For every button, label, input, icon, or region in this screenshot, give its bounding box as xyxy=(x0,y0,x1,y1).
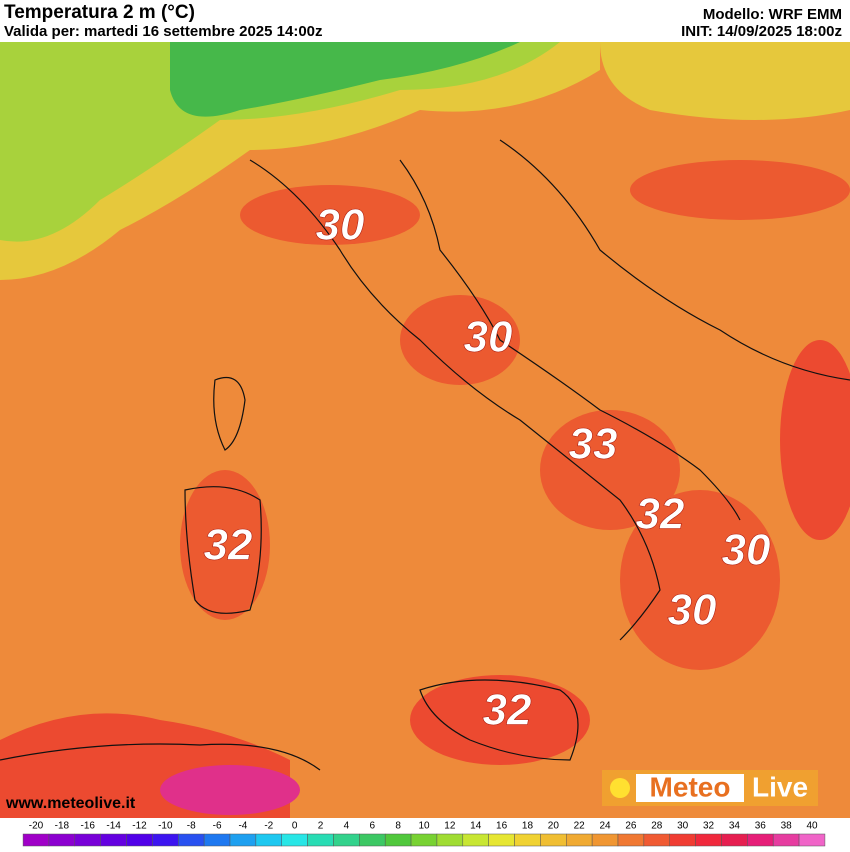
colorbar-cell xyxy=(488,833,515,847)
logo-text: Meteo xyxy=(650,771,731,802)
logo-sun xyxy=(610,778,630,798)
colorbar-tick-label: 22 xyxy=(574,821,586,832)
colorbar-cell xyxy=(384,833,412,847)
colorbar-cell xyxy=(22,833,50,847)
colorbar-tick-label: 38 xyxy=(781,821,793,832)
colorbar-tick-label: -8 xyxy=(187,821,196,832)
colorbar-cell xyxy=(798,833,826,847)
colorbar-tick-label: -2 xyxy=(264,821,273,832)
colorbar-cell xyxy=(74,833,101,847)
colorbar-tick-label: -6 xyxy=(213,821,222,832)
colorbar-cell xyxy=(747,833,774,847)
max-temp-label: 32 xyxy=(483,686,532,735)
colorbar-cell xyxy=(514,833,541,847)
colorbar-tick-label: 18 xyxy=(522,821,534,832)
colorbar-tick-label: 12 xyxy=(444,821,456,832)
colorbar-tick-label: 26 xyxy=(625,821,637,832)
colorbar-cell xyxy=(178,833,205,847)
colorbar-tick-label: -10 xyxy=(158,821,173,832)
model: Modello: WRF EMM xyxy=(703,6,842,23)
colorbar-tick-label: 32 xyxy=(703,821,715,832)
colorbar-cell xyxy=(643,833,670,847)
warm-patch xyxy=(540,410,680,530)
init-time: INIT: 14/09/2025 18:00z xyxy=(681,23,842,40)
colorbar-tick-label: -4 xyxy=(238,821,247,832)
warm-patch xyxy=(240,185,420,245)
warm-patch xyxy=(780,340,850,540)
colorbar-tick-label: 28 xyxy=(651,821,663,832)
max-temp-label: 32 xyxy=(636,490,685,539)
colorbar-tick-label: 36 xyxy=(755,821,767,832)
hot-patch xyxy=(160,765,300,815)
colorbar-tick-label: -16 xyxy=(81,821,96,832)
colorbar-cell xyxy=(436,833,464,847)
logo-text: Live xyxy=(752,771,808,802)
colorbar-cell xyxy=(669,833,696,847)
website: www.meteolive.it xyxy=(5,795,136,812)
colorbar-tick-label: 6 xyxy=(369,821,375,832)
colorbar-cell xyxy=(721,833,748,847)
warm-patch xyxy=(410,675,590,765)
colorbar-tick-label: -12 xyxy=(132,821,147,832)
max-temp-label: 33 xyxy=(569,420,618,469)
logo-inner xyxy=(636,774,744,802)
colorbar-cell xyxy=(48,833,76,847)
colorbar-cell xyxy=(410,833,438,847)
colorbar-cell xyxy=(255,833,282,847)
title: Temperatura 2 m (°C) xyxy=(4,2,195,23)
colorbar-cell xyxy=(333,833,360,847)
colorbar-cell xyxy=(462,833,489,847)
colorbar-cell xyxy=(772,833,800,847)
colorbar-tick-label: 30 xyxy=(677,821,689,832)
colorbar-cell xyxy=(617,833,645,847)
colorbar-cell xyxy=(281,833,308,847)
warm-patch xyxy=(400,295,520,385)
colorbar-tick-label: 0 xyxy=(292,821,298,832)
max-temp-label: 30 xyxy=(464,313,513,362)
colorbar-tick-label: 16 xyxy=(496,821,508,832)
colorbar-tick-label: 20 xyxy=(548,821,560,832)
colorbar-cell xyxy=(229,833,257,847)
valid-time: Valida per: martedi 16 settembre 2025 14… xyxy=(4,23,323,40)
colorbar-tick-label: 2 xyxy=(318,821,324,832)
colorbar-cell xyxy=(591,833,619,847)
coldest-zone xyxy=(170,42,520,117)
warm-patch xyxy=(630,160,850,220)
colorbar-cell xyxy=(695,833,722,847)
colorbar-tick-label: -18 xyxy=(55,821,70,832)
colorbar-cell xyxy=(359,833,386,847)
colorbar-cell xyxy=(152,833,179,847)
cold-zone xyxy=(0,42,560,242)
colorbar-tick-label: 4 xyxy=(344,821,350,832)
max-temp-label: 30 xyxy=(722,526,771,575)
max-temp-label: 32 xyxy=(204,521,253,570)
colorbar-tick-label: 10 xyxy=(418,821,430,832)
colorbar-cell xyxy=(100,833,127,847)
colorbar-cell xyxy=(566,833,593,847)
colorbar-tick-label: 40 xyxy=(806,821,818,832)
colorbar-tick-label: 24 xyxy=(600,821,612,832)
warm-patch xyxy=(180,470,270,620)
colorbar-tick-label: -14 xyxy=(106,821,121,832)
colorbar-cell xyxy=(203,833,231,847)
colorbar-cell xyxy=(540,833,567,847)
colorbar-cell xyxy=(307,833,334,847)
colorbar-tick-label: 8 xyxy=(395,821,401,832)
warm-patch xyxy=(620,490,780,670)
coastlines xyxy=(0,139,850,771)
colorbar-cell xyxy=(126,833,153,847)
max-temp-label: 30 xyxy=(316,201,365,250)
colorbar-tick-label: -20 xyxy=(29,821,44,832)
cool-zone-east xyxy=(600,42,850,120)
max-temp-label: 30 xyxy=(668,586,717,635)
colorbar-tick-label: 34 xyxy=(729,821,741,832)
colorbar-tick-label: 14 xyxy=(470,821,482,832)
